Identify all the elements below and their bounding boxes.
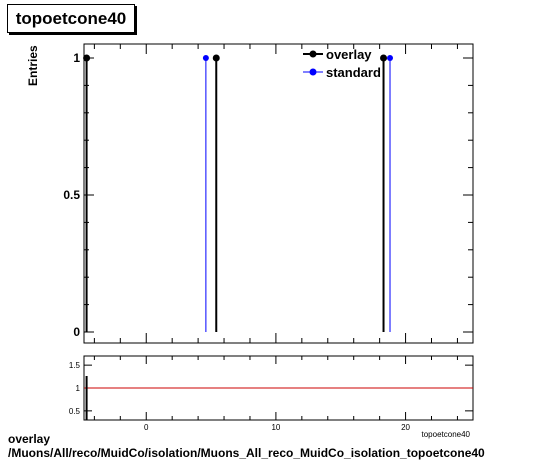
legend-label-overlay: overlay xyxy=(326,47,372,62)
ratio-plot-marks xyxy=(84,376,473,420)
y-tick-label: 0 xyxy=(73,325,80,339)
legend-label-standard: standard xyxy=(326,65,381,80)
overlay-point xyxy=(212,54,220,62)
y-tick-label: 0.5 xyxy=(63,188,80,202)
x-tick-label: 20 xyxy=(401,423,410,432)
footer-label: overlay xyxy=(8,432,51,446)
ratio-y-tick-label: 0.5 xyxy=(69,407,81,416)
legend: overlay standard xyxy=(303,47,381,80)
overlay-point xyxy=(380,54,388,62)
main-plot-marks xyxy=(83,54,394,332)
ratio-y-tick-label: 1.5 xyxy=(69,361,81,370)
main-plot-frame xyxy=(83,43,474,344)
ratio-y-tick-label: 1 xyxy=(76,384,81,393)
legend-marker-overlay xyxy=(309,50,317,58)
y-tick-label: 1 xyxy=(73,51,80,65)
overlay-point xyxy=(83,54,91,62)
ratio-plot-ticks: 0.5 1 1.5 0 10 20 xyxy=(69,356,473,432)
x-tick-label: 0 xyxy=(144,423,149,432)
x-axis-label: topoetcone40 xyxy=(422,430,471,439)
standard-point xyxy=(202,55,209,61)
x-tick-label: 10 xyxy=(271,423,280,432)
legend-marker-standard xyxy=(309,68,317,76)
chart-title: topoetcone40 xyxy=(7,4,135,33)
standard-point xyxy=(387,55,394,61)
main-plot-ticks: 00.51 xyxy=(63,44,473,343)
y-axis-label: Entries xyxy=(26,45,40,86)
main-plot-border xyxy=(83,43,474,344)
footer-path: /Muons/All/reco/MuidCo/isolation/Muons_A… xyxy=(8,446,485,460)
